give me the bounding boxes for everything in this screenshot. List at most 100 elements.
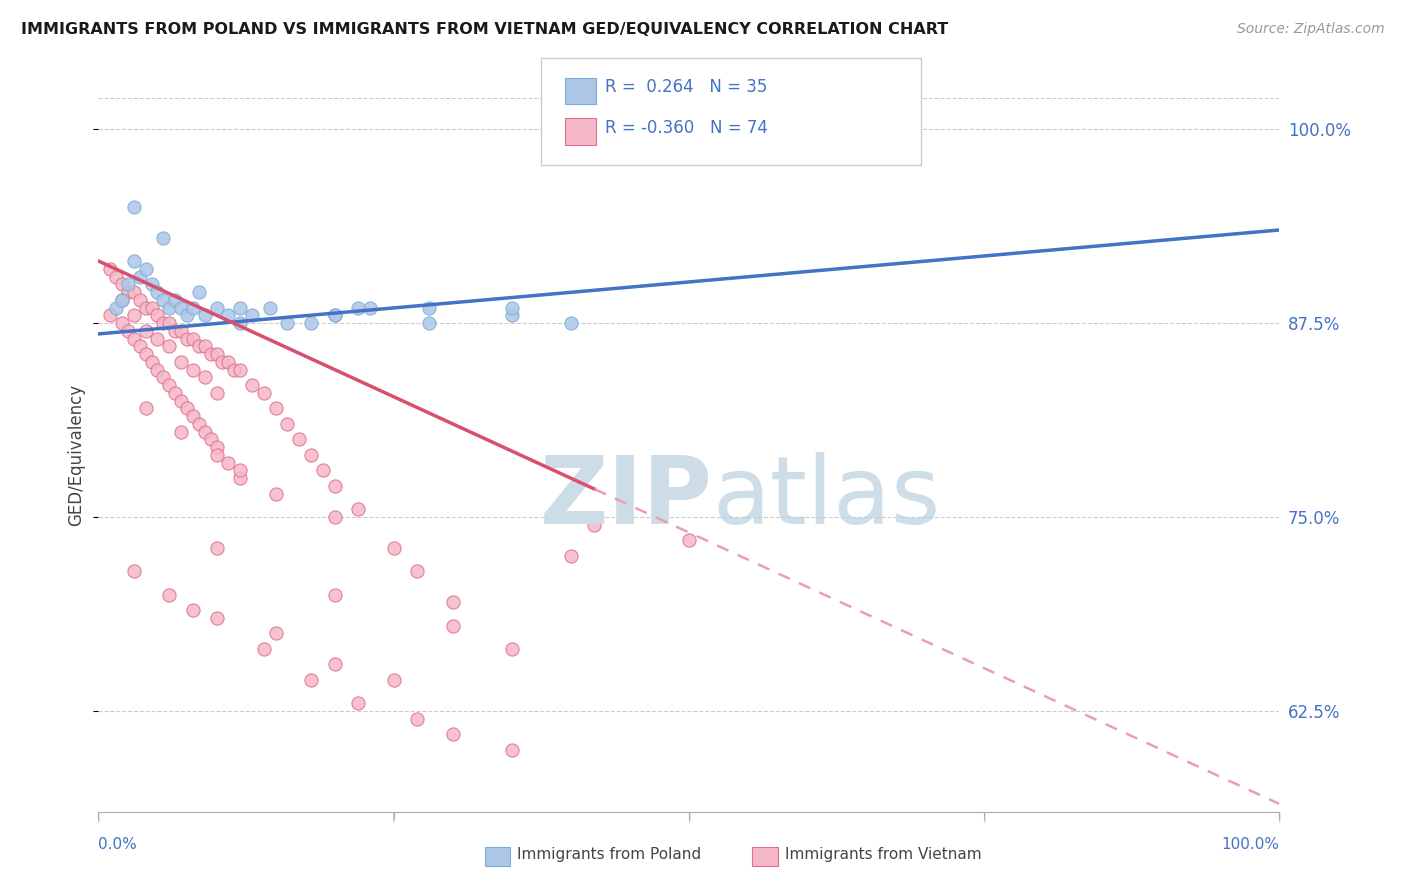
Point xyxy=(122,285,145,299)
Point xyxy=(122,332,145,346)
Point xyxy=(347,502,370,516)
Point xyxy=(181,301,204,315)
Point xyxy=(170,355,193,369)
Point xyxy=(122,564,145,578)
Point xyxy=(176,308,198,322)
Point xyxy=(194,425,217,439)
Point xyxy=(181,603,204,617)
Point xyxy=(501,742,523,756)
Point xyxy=(170,393,193,408)
Point xyxy=(181,332,204,346)
Point xyxy=(253,385,276,400)
Point xyxy=(157,301,180,315)
Point xyxy=(181,409,204,424)
Point xyxy=(217,456,239,470)
Point xyxy=(176,332,198,346)
Point xyxy=(200,433,222,447)
Point xyxy=(187,417,209,431)
Point xyxy=(135,324,157,338)
Text: |: | xyxy=(97,812,100,822)
Point xyxy=(323,479,346,493)
Point xyxy=(146,332,169,346)
Point xyxy=(501,308,523,322)
Point xyxy=(229,362,252,376)
Point xyxy=(583,517,606,532)
Point xyxy=(501,641,523,656)
Point xyxy=(382,673,405,687)
Point xyxy=(200,347,222,361)
Point xyxy=(240,308,263,322)
Point xyxy=(128,269,150,284)
Point xyxy=(152,370,174,384)
Text: atlas: atlas xyxy=(713,451,941,544)
Point xyxy=(111,316,134,330)
Point xyxy=(135,261,157,276)
Point xyxy=(135,401,157,416)
Point xyxy=(165,324,187,338)
Point xyxy=(299,673,322,687)
Point xyxy=(560,549,582,563)
Point xyxy=(264,401,287,416)
Point xyxy=(323,510,346,524)
Point xyxy=(157,378,180,392)
Point xyxy=(217,308,239,322)
Point xyxy=(229,463,252,477)
Point xyxy=(347,301,370,315)
Point xyxy=(157,588,180,602)
Point xyxy=(152,293,174,307)
Point xyxy=(152,231,174,245)
Text: Immigrants from Vietnam: Immigrants from Vietnam xyxy=(785,847,981,862)
Point xyxy=(678,533,700,548)
Point xyxy=(224,362,246,376)
Point xyxy=(205,385,228,400)
Point xyxy=(165,385,187,400)
Point xyxy=(135,347,157,361)
Point xyxy=(117,285,139,299)
Point xyxy=(128,339,150,353)
Point xyxy=(406,712,429,726)
Point xyxy=(146,308,169,322)
Point xyxy=(217,355,239,369)
Point xyxy=(141,301,163,315)
Point xyxy=(264,486,287,500)
Point xyxy=(288,433,311,447)
Point xyxy=(382,541,405,555)
Point xyxy=(323,308,346,322)
Point xyxy=(141,355,163,369)
Point xyxy=(105,301,128,315)
Point xyxy=(194,339,217,353)
Point xyxy=(157,316,180,330)
Point xyxy=(141,277,163,292)
Point xyxy=(347,696,370,710)
Point xyxy=(152,316,174,330)
Point xyxy=(229,301,252,315)
Point xyxy=(560,316,582,330)
Point xyxy=(117,277,139,292)
Point xyxy=(259,301,281,315)
Point xyxy=(418,316,440,330)
Text: |: | xyxy=(392,812,395,822)
Point xyxy=(299,448,322,462)
Point xyxy=(146,362,169,376)
Point xyxy=(229,316,252,330)
Point xyxy=(441,727,464,741)
Point xyxy=(135,301,157,315)
Text: ZIP: ZIP xyxy=(540,451,713,544)
Point xyxy=(441,595,464,609)
Point xyxy=(276,316,298,330)
Text: IMMIGRANTS FROM POLAND VS IMMIGRANTS FROM VIETNAM GED/EQUIVALENCY CORRELATION CH: IMMIGRANTS FROM POLAND VS IMMIGRANTS FRO… xyxy=(21,22,948,37)
Text: |: | xyxy=(688,812,690,822)
Point xyxy=(323,588,346,602)
Point xyxy=(240,378,263,392)
Point xyxy=(187,339,209,353)
Point xyxy=(205,301,228,315)
Text: 100.0%: 100.0% xyxy=(1222,837,1279,852)
Text: 0.0%: 0.0% xyxy=(98,837,138,852)
Point xyxy=(501,301,523,315)
Point xyxy=(187,285,209,299)
Point xyxy=(418,301,440,315)
Point xyxy=(205,541,228,555)
Text: |: | xyxy=(983,812,986,822)
Point xyxy=(205,611,228,625)
Point xyxy=(264,626,287,640)
